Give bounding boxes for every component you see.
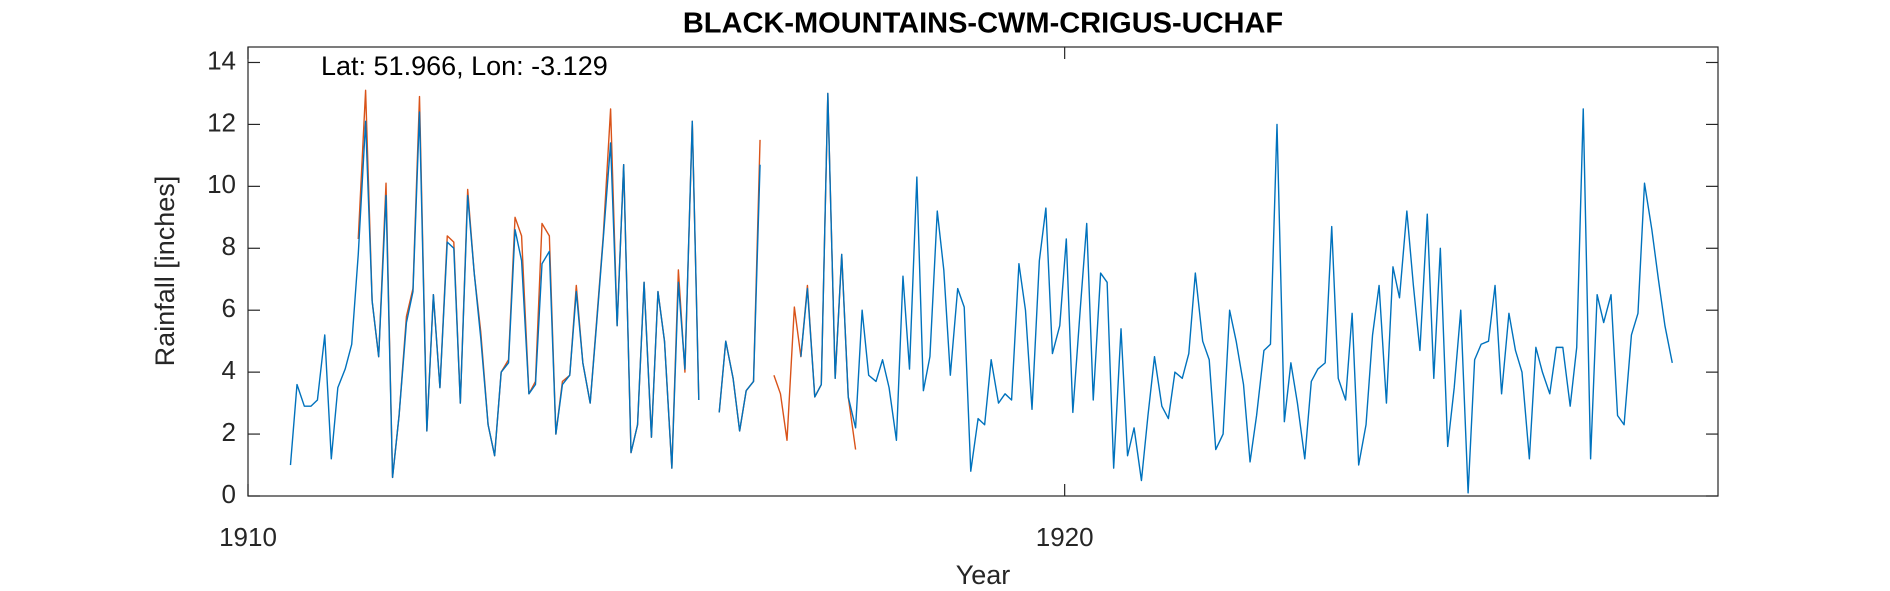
data-line	[289, 111, 700, 479]
annotation: Lat: 51.966, Lon: -3.129	[321, 51, 608, 81]
data-line	[357, 89, 700, 479]
data-line	[718, 164, 761, 432]
y-tick-label: 4	[222, 355, 236, 385]
chart-title: BLACK-MOUNTAINS-CWM-CRIGUS-UCHAF	[683, 8, 1283, 40]
y-tick-label: 14	[207, 45, 236, 75]
axes-box	[247, 46, 1719, 497]
y-tick-label: 12	[207, 107, 236, 137]
x-tick-label: 1910	[219, 522, 277, 552]
x-tick-label: 1920	[1036, 522, 1094, 552]
data-line	[718, 139, 761, 432]
y-tick-label: 6	[222, 293, 236, 323]
y-axis-label: Rainfall [inches]	[150, 176, 180, 367]
x-axis-label: Year	[956, 560, 1011, 590]
y-tick-label: 0	[222, 479, 236, 509]
y-tick-label: 2	[222, 417, 236, 447]
y-tick-label: 8	[222, 231, 236, 261]
y-tick-label: 10	[207, 169, 236, 199]
data-line	[800, 92, 1673, 494]
